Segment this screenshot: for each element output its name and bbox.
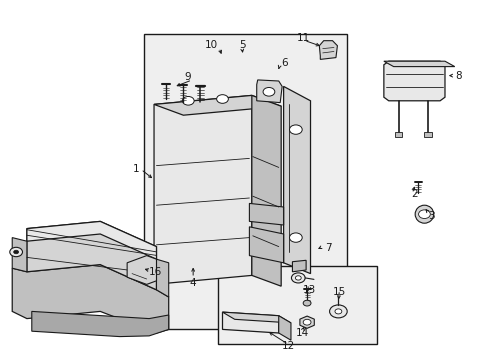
- Polygon shape: [27, 234, 156, 290]
- Text: 5: 5: [238, 40, 245, 50]
- Circle shape: [303, 300, 310, 306]
- Polygon shape: [12, 265, 168, 333]
- Circle shape: [418, 210, 429, 219]
- Circle shape: [182, 96, 194, 105]
- Polygon shape: [154, 95, 281, 115]
- Text: 9: 9: [183, 72, 190, 82]
- Polygon shape: [256, 80, 282, 103]
- Circle shape: [334, 309, 341, 314]
- Text: 16: 16: [149, 267, 162, 277]
- Text: 11: 11: [296, 33, 309, 43]
- Polygon shape: [383, 61, 444, 101]
- Text: 3: 3: [427, 211, 434, 221]
- Text: 15: 15: [332, 287, 346, 297]
- Text: 14: 14: [295, 328, 308, 338]
- Bar: [394, 132, 402, 137]
- Bar: [423, 132, 431, 137]
- Polygon shape: [156, 259, 168, 297]
- Circle shape: [14, 250, 19, 254]
- Text: 6: 6: [281, 58, 287, 68]
- Text: 7: 7: [325, 243, 331, 253]
- Circle shape: [216, 95, 228, 103]
- Circle shape: [303, 319, 310, 325]
- Circle shape: [10, 247, 22, 257]
- Polygon shape: [383, 61, 454, 67]
- Text: 10: 10: [204, 40, 217, 50]
- Circle shape: [329, 305, 346, 318]
- Text: 13: 13: [302, 285, 315, 295]
- Bar: [144, 34, 346, 329]
- Polygon shape: [319, 41, 337, 59]
- Text: 2: 2: [410, 189, 417, 199]
- Polygon shape: [278, 316, 290, 340]
- Polygon shape: [283, 86, 310, 274]
- Polygon shape: [249, 203, 283, 225]
- Polygon shape: [299, 316, 314, 328]
- Polygon shape: [251, 95, 281, 286]
- Polygon shape: [292, 260, 305, 272]
- Polygon shape: [12, 238, 27, 272]
- Text: 8: 8: [454, 71, 461, 81]
- Polygon shape: [27, 221, 156, 259]
- Text: 1: 1: [132, 164, 139, 174]
- Text: 12: 12: [281, 341, 295, 351]
- Text: 4: 4: [189, 278, 196, 288]
- Polygon shape: [127, 256, 156, 284]
- Bar: [217, 266, 376, 344]
- Polygon shape: [154, 95, 251, 284]
- Ellipse shape: [414, 205, 433, 223]
- Circle shape: [263, 87, 274, 96]
- Circle shape: [289, 125, 302, 134]
- Circle shape: [291, 273, 305, 283]
- Polygon shape: [222, 312, 278, 333]
- Polygon shape: [27, 221, 156, 259]
- Circle shape: [295, 276, 301, 280]
- Polygon shape: [32, 311, 168, 337]
- Polygon shape: [222, 312, 290, 323]
- Polygon shape: [249, 227, 283, 263]
- Circle shape: [289, 233, 302, 242]
